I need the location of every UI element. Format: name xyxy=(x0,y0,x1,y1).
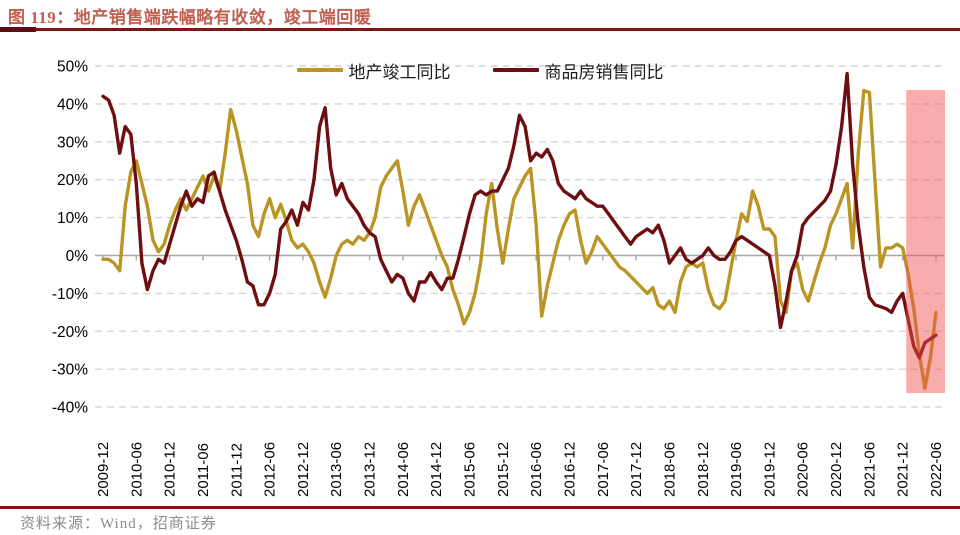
x-axis-tick-label: 2019-12 xyxy=(761,442,778,497)
x-axis-tick-label: 2020-06 xyxy=(795,442,812,497)
x-axis-tick-label: 2012-12 xyxy=(295,442,312,497)
footer-rule xyxy=(0,506,960,509)
x-axis-tick-label: 2020-12 xyxy=(828,442,845,497)
y-axis-tick-label: 30% xyxy=(57,134,88,151)
legend-item-completion: 地产竣工同比 xyxy=(296,58,451,83)
completion-yoy-line xyxy=(101,88,938,390)
x-axis-tick-label: 2014-06 xyxy=(395,442,412,497)
x-axis-tick-label: 2018-06 xyxy=(661,442,678,497)
x-axis-tick-label: 2011-12 xyxy=(228,443,245,497)
title-underline-rule xyxy=(0,28,960,31)
x-axis-tick-label: 2010-12 xyxy=(162,442,179,497)
title-underline-stub xyxy=(0,27,36,32)
x-axis-tick-label: 2021-06 xyxy=(861,442,878,497)
source-note: 资料来源：Wind，招商证券 xyxy=(20,516,217,532)
x-axis-tick-label: 2022-06 xyxy=(928,442,945,497)
x-axis-tick-label: 2021-12 xyxy=(895,442,912,497)
x-axis-tick-label: 2017-06 xyxy=(595,442,612,497)
sales-yoy-line xyxy=(101,71,938,360)
completion-line-swatch xyxy=(296,68,343,72)
legend-label-sales: 商品房销售同比 xyxy=(544,62,664,82)
x-axis-tick-label: 2011-06 xyxy=(195,443,212,497)
x-axis-tick-label: 2015-06 xyxy=(462,442,479,497)
y-axis-tick-label: 40% xyxy=(57,96,88,113)
x-axis-tick-label: 2019-06 xyxy=(728,442,745,497)
x-axis-tick-label: 2017-12 xyxy=(628,442,645,497)
sales-line-swatch xyxy=(492,68,539,72)
x-axis-tick-label: 2013-12 xyxy=(362,442,379,497)
y-axis-tick-label: -10% xyxy=(52,286,88,303)
y-axis-tick-label: -40% xyxy=(52,400,88,417)
x-axis-tick-label: 2014-12 xyxy=(428,442,445,497)
y-axis-tick-label: -30% xyxy=(52,362,88,379)
legend-label-completion: 地产竣工同比 xyxy=(348,62,451,82)
recent-period-highlight-band xyxy=(906,90,945,393)
legend-item-sales: 商品房销售同比 xyxy=(492,58,664,83)
x-axis-tick-label: 2016-06 xyxy=(528,442,545,497)
y-axis-tick-label: 50% xyxy=(57,59,88,76)
y-axis-tick-label: 0% xyxy=(66,248,89,265)
x-axis-tick-label: 2015-12 xyxy=(495,442,512,497)
x-axis-tick-label: 2009-12 xyxy=(95,442,112,497)
x-axis-tick-label: 2016-12 xyxy=(561,442,578,497)
y-axis-tick-label: -20% xyxy=(52,324,88,341)
y-axis-tick-label: 10% xyxy=(57,210,88,227)
y-axis-tick-label: 20% xyxy=(57,172,88,189)
x-axis-tick-label: 2018-12 xyxy=(695,442,712,497)
x-axis-tick-label: 2013-06 xyxy=(328,442,345,497)
figure-title: 图 119：地产销售端跌幅略有收敛，竣工端回暖 xyxy=(8,8,372,27)
chart-legend: 地产竣工同比 商品房销售同比 xyxy=(0,57,960,83)
x-axis-tick-label: 2012-06 xyxy=(262,442,279,497)
x-axis-tick-label: 2010-06 xyxy=(128,442,145,497)
